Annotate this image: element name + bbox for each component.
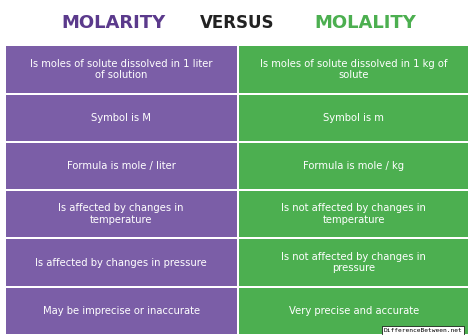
FancyBboxPatch shape <box>6 288 237 334</box>
Text: MOLALITY: MOLALITY <box>314 14 416 31</box>
Text: Is not affected by changes in
temperature: Is not affected by changes in temperatur… <box>282 203 426 225</box>
FancyBboxPatch shape <box>6 46 237 92</box>
FancyBboxPatch shape <box>239 288 468 334</box>
FancyBboxPatch shape <box>239 240 468 286</box>
Text: MOLARITY: MOLARITY <box>62 14 166 31</box>
FancyBboxPatch shape <box>6 191 237 238</box>
Text: Is moles of solute dissolved in 1 kg of
solute: Is moles of solute dissolved in 1 kg of … <box>260 59 447 80</box>
Text: Formula is mole / kg: Formula is mole / kg <box>303 161 404 171</box>
Text: Formula is mole / liter: Formula is mole / liter <box>67 161 175 171</box>
FancyBboxPatch shape <box>239 94 468 141</box>
Text: Is moles of solute dissolved in 1 liter
of solution: Is moles of solute dissolved in 1 liter … <box>30 59 212 80</box>
FancyBboxPatch shape <box>6 94 237 141</box>
Text: May be imprecise or inaccurate: May be imprecise or inaccurate <box>43 306 200 316</box>
Text: Symbol is m: Symbol is m <box>323 113 384 123</box>
Text: Is affected by changes in
temperature: Is affected by changes in temperature <box>58 203 184 225</box>
Text: Is not affected by changes in
pressure: Is not affected by changes in pressure <box>282 252 426 273</box>
Text: Is affected by changes in pressure: Is affected by changes in pressure <box>35 258 207 268</box>
FancyBboxPatch shape <box>6 143 237 189</box>
FancyBboxPatch shape <box>239 143 468 189</box>
Text: Very precise and accurate: Very precise and accurate <box>289 306 419 316</box>
Text: VERSUS: VERSUS <box>200 14 274 31</box>
Text: Symbol is M: Symbol is M <box>91 113 151 123</box>
FancyBboxPatch shape <box>239 191 468 238</box>
FancyBboxPatch shape <box>6 240 237 286</box>
Text: DifferenceBetween.net: DifferenceBetween.net <box>383 328 462 333</box>
FancyBboxPatch shape <box>239 46 468 92</box>
